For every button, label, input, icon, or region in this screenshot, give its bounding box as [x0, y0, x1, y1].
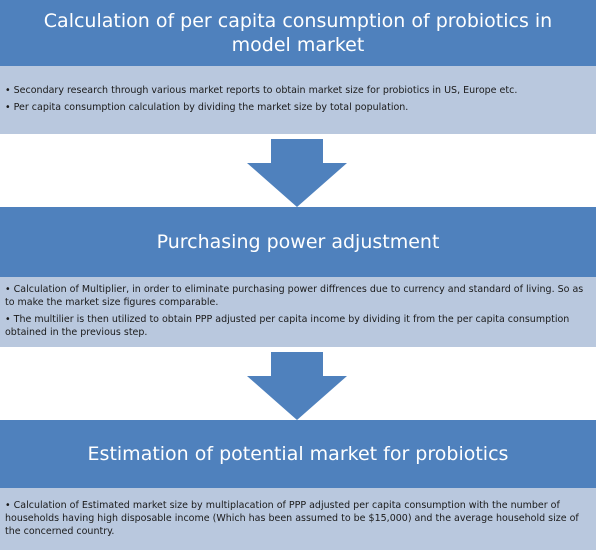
down-arrow-icon [247, 352, 347, 420]
step-2-bullet-1-text: Calculation of Multiplier, in order to e… [5, 284, 584, 308]
bullet-symbol: • [5, 314, 11, 325]
step-2-details: • Calculation of Multiplier, in order to… [0, 277, 596, 347]
step-2-bullet-1: • Calculation of Multiplier, in order to… [5, 283, 590, 309]
step-1-title: Calculation of per capita consumption of… [0, 0, 596, 66]
step-2-bullet-2-text: The multilier is then utilized to obtain… [5, 314, 570, 338]
step-1-details: • Secondary research through various mar… [0, 66, 596, 134]
bullet-symbol: • [5, 85, 11, 96]
step-3-bullet-1: • Calculation of Estimated market size b… [5, 499, 590, 538]
step-2-bullet-2: • The multilier is then utilized to obta… [5, 313, 590, 339]
step-1-bullet-2-text: Per capita consumption calculation by di… [13, 102, 409, 113]
step-1-bullet-1-text: Secondary research through various marke… [13, 85, 518, 96]
down-arrow-icon [247, 139, 347, 207]
bullet-symbol: • [5, 284, 11, 295]
bullet-symbol: • [5, 500, 11, 511]
step-2-title: Purchasing power adjustment [0, 207, 596, 277]
step-1-bullet-1: • Secondary research through various mar… [5, 84, 590, 97]
step-3-title: Estimation of potential market for probi… [0, 420, 596, 488]
bullet-symbol: • [5, 102, 11, 113]
step-3-bullet-1-text: Calculation of Estimated market size by … [5, 500, 579, 537]
step-1-bullet-2: • Per capita consumption calculation by … [5, 101, 590, 114]
step-3-details: • Calculation of Estimated market size b… [0, 488, 596, 550]
